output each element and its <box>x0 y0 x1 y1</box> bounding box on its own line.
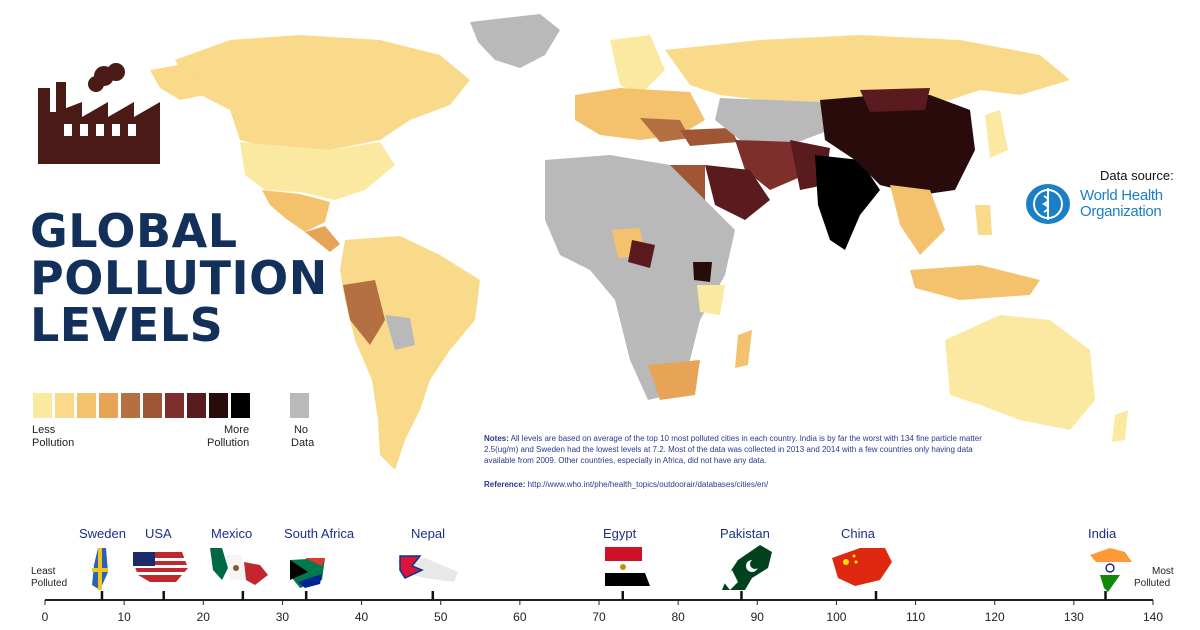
pollution-axis <box>44 591 1154 605</box>
who-name: World Health Organization <box>1080 187 1163 220</box>
flags <box>92 545 1132 592</box>
flag-usa <box>133 552 188 582</box>
legend-swatch <box>121 393 140 418</box>
sweden <box>632 48 648 85</box>
axis-tick-label: 30 <box>275 610 290 624</box>
flag-pakistan <box>722 545 772 590</box>
least-polluted-label: Least Polluted <box>31 566 68 589</box>
data-source-label: Data source: <box>1100 168 1174 183</box>
saudi-arabia <box>705 165 770 220</box>
legend-swatch-no-data <box>290 393 309 418</box>
turkey <box>680 128 738 146</box>
country-label-south-africa: South Africa <box>284 526 355 541</box>
title-line-3: LEVELS <box>30 298 224 352</box>
flag-egypt <box>605 547 650 586</box>
canada <box>175 35 470 150</box>
title-line-2: POLLUTION <box>30 251 328 305</box>
legend-swatch <box>209 393 228 418</box>
india <box>815 155 880 250</box>
bolivia <box>385 315 415 350</box>
country-label-usa: USA <box>145 526 172 541</box>
axis-tick-label: 10 <box>117 610 131 624</box>
axis-tick-label: 110 <box>905 610 926 624</box>
axis-tick-label: 130 <box>1063 610 1084 624</box>
legend-less-label: Less Pollution <box>32 424 75 449</box>
page-title: GLOBAL POLLUTION LEVELS <box>30 208 328 349</box>
legend-swatch <box>187 393 206 418</box>
legend-swatch <box>165 393 184 418</box>
legend-swatch <box>55 393 74 418</box>
central-asia <box>715 98 830 145</box>
country-label-india: India <box>1088 526 1117 541</box>
country-label-pakistan: Pakistan <box>720 526 770 541</box>
cameroon <box>628 240 655 268</box>
country-label-mexico: Mexico <box>211 526 253 541</box>
flag-china <box>832 548 892 586</box>
tanzania <box>697 285 725 315</box>
axis-tick-label: 120 <box>984 610 1005 624</box>
axis-tick-label: 90 <box>750 610 764 624</box>
legend-swatch <box>143 393 162 418</box>
country-label-china: China <box>841 526 875 541</box>
peru <box>343 280 385 345</box>
flag-mexico <box>210 548 268 585</box>
mexico <box>262 190 330 232</box>
axis-tick-label: 40 <box>354 610 369 624</box>
country-label-egypt: Egypt <box>603 526 637 541</box>
legend-nodata-label: No Data <box>291 424 315 449</box>
legend-swatch <box>33 393 52 418</box>
russia <box>665 35 1070 105</box>
australia <box>945 315 1095 430</box>
axis-tick-label: 20 <box>196 610 210 624</box>
axis-tick-label: 140 <box>1142 610 1164 624</box>
alaska <box>150 62 205 100</box>
axis-tick-label: 60 <box>513 610 527 624</box>
flag-sweden <box>92 548 108 590</box>
mongolia <box>860 88 930 112</box>
south-america <box>340 236 480 470</box>
legend-swatch <box>77 393 96 418</box>
factory-icon <box>38 63 160 164</box>
flag-south-africa <box>290 558 325 588</box>
reference: Reference: http://www.who.int/phe/health… <box>484 480 769 489</box>
country-label-nepal: Nepal <box>411 526 445 541</box>
flag-india <box>1090 548 1132 592</box>
japan <box>985 110 1008 158</box>
madagascar <box>735 330 752 368</box>
greenland <box>470 14 560 68</box>
legend-swatch <box>99 393 118 418</box>
notes: Notes: All levels are based on average o… <box>484 434 982 465</box>
who-emblem-icon <box>1026 184 1070 224</box>
iran <box>735 140 805 190</box>
uganda <box>693 262 712 282</box>
axis-tick-label: 70 <box>592 610 606 624</box>
southeast-asia <box>890 185 945 255</box>
country-label-sweden: Sweden <box>79 526 126 541</box>
africa <box>545 155 735 400</box>
balkans <box>640 118 690 142</box>
legend-more-label: More Pollution <box>207 424 250 449</box>
axis-tick-label: 50 <box>434 610 448 624</box>
new-zealand <box>1112 410 1128 442</box>
central-america <box>305 226 340 252</box>
usa <box>240 142 395 200</box>
most-polluted-label: Most Polluted <box>1134 566 1174 589</box>
indonesia <box>910 265 1040 300</box>
china <box>820 95 975 195</box>
axis-tick-label: 0 <box>41 610 49 624</box>
title-line-1: GLOBAL <box>30 204 238 258</box>
south-africa <box>648 360 700 400</box>
axis-tick-label: 100 <box>826 610 847 624</box>
flag-nepal <box>398 555 458 582</box>
axis-tick-label: 80 <box>671 610 685 624</box>
philippines <box>975 205 992 235</box>
who-logo: World Health Organization <box>1022 182 1163 226</box>
legend-swatch <box>231 393 250 418</box>
